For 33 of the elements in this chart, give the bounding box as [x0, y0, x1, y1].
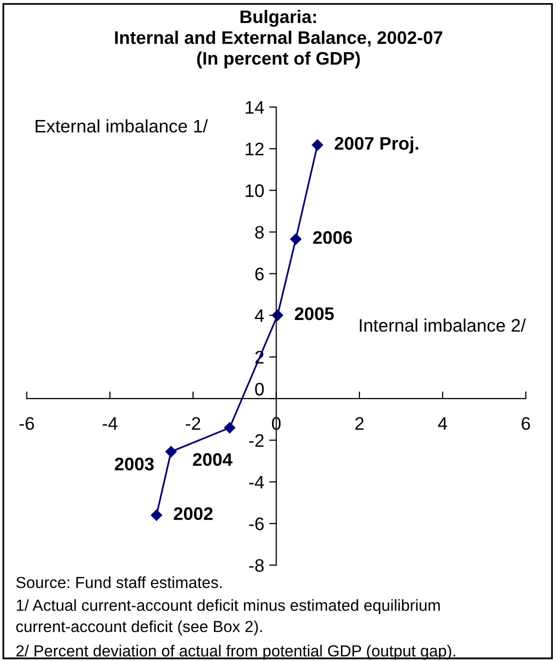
- y-tick-label: -4: [249, 476, 264, 488]
- y-tick-label: -8: [249, 559, 264, 572]
- point: [312, 139, 324, 151]
- y-tick-label: 12: [246, 142, 264, 156]
- y-tick-label: -2: [249, 434, 264, 447]
- y-tick-label: -6: [249, 517, 264, 530]
- x-tick-label: -6: [20, 417, 34, 430]
- annotation: 2005: [294, 307, 334, 320]
- x-tick-label: -4: [102, 417, 118, 430]
- y-tick-label: 4: [254, 309, 264, 322]
- y-tick-label: 8: [255, 226, 264, 239]
- x-axis-title: Internal imbalance 2/: [360, 318, 526, 332]
- annotation: 2007 Proj.: [334, 136, 418, 154]
- source-note: Source: Fund staff estimates.: [16, 576, 222, 588]
- y-tick-label: 0: [255, 382, 264, 396]
- point: [165, 446, 177, 458]
- y-axis-title: External imbalance 1/: [36, 119, 208, 133]
- point: [290, 233, 302, 245]
- x-tick-label: 6: [522, 417, 530, 430]
- x-tick-label: 4: [438, 417, 448, 430]
- y-tick-label: 14: [246, 101, 264, 114]
- x-tick-label: 2: [355, 417, 364, 430]
- point: [150, 510, 162, 521]
- y-tick-label: 10: [246, 184, 264, 198]
- point: [224, 422, 236, 434]
- annotation: 2004: [192, 453, 232, 466]
- chart-title: Bulgaria: Internal and External Balance, 2002-07 (In percent of GDP): [115, 10, 442, 68]
- x-tick-label: -2: [186, 417, 200, 430]
- y-tick-label: 6: [255, 268, 264, 280]
- annotation: 2006: [313, 231, 352, 244]
- annotation: 2002: [174, 507, 213, 520]
- annotation: 2003: [114, 458, 154, 470]
- text: 1/ Actual current-account deficit minus estimated equilibrium current-account deficit (see Box 2).: [16, 599, 440, 636]
